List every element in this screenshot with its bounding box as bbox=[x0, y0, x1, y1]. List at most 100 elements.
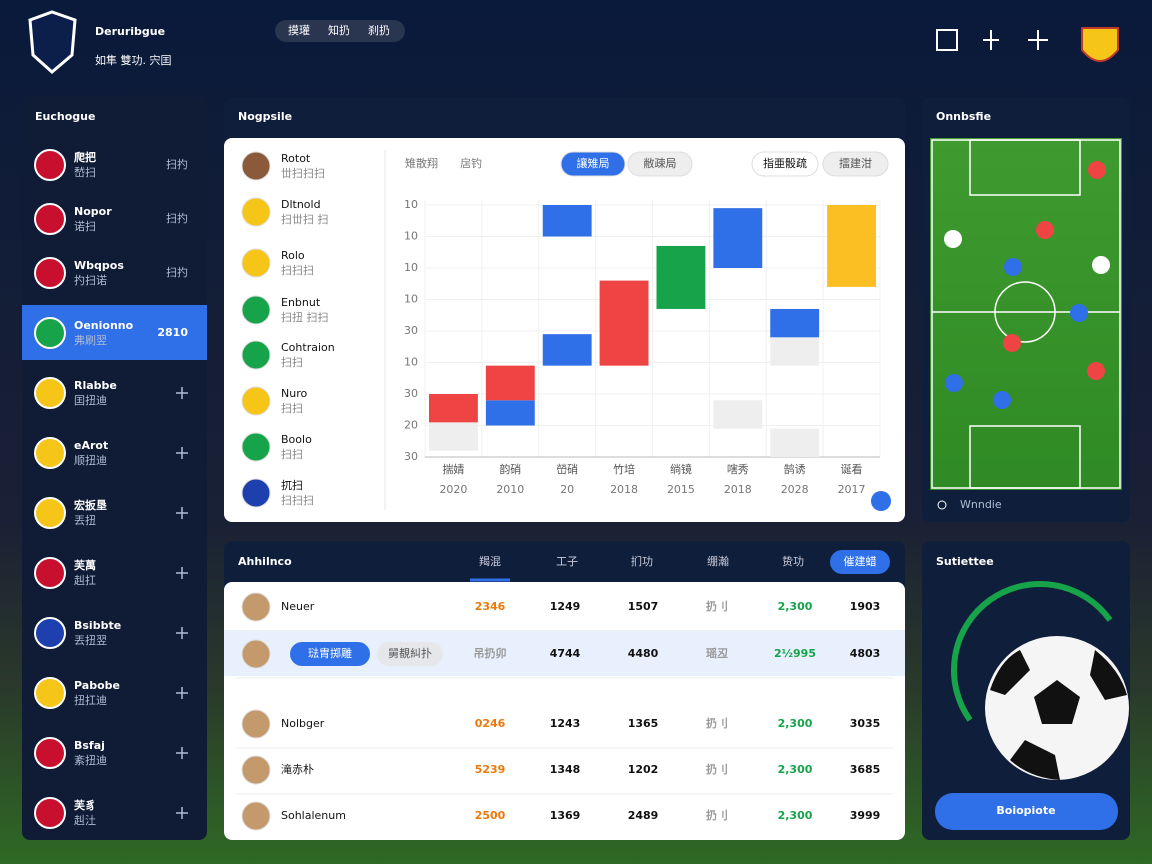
x-tick-year: 2020 bbox=[439, 483, 467, 496]
ball-pattern bbox=[990, 650, 1127, 780]
column-header[interactable]: 贽功 bbox=[782, 554, 804, 568]
player-sub: 扫扫 bbox=[281, 402, 303, 415]
cell: 1202 bbox=[628, 763, 659, 776]
cell: 0246 bbox=[475, 717, 506, 730]
cell: 2,300 bbox=[778, 763, 813, 776]
search-input[interactable]: Wnndie bbox=[960, 498, 1002, 511]
action-button[interactable] bbox=[830, 550, 890, 574]
column-header[interactable]: 工子 bbox=[556, 555, 578, 568]
column-header[interactable]: 扪功 bbox=[631, 554, 653, 568]
panel-title: Nogpsile bbox=[238, 110, 292, 123]
pitch-lines bbox=[931, 139, 1121, 489]
filter[interactable]: 雉散翔 bbox=[405, 156, 438, 170]
x-tick-year: 2028 bbox=[781, 483, 809, 496]
team-flag bbox=[34, 377, 66, 409]
cell: 4744 bbox=[550, 647, 581, 660]
stats-button-label[interactable]: Boiopiote bbox=[996, 804, 1055, 817]
player-avatar bbox=[241, 478, 271, 508]
app-title: Deruribgue bbox=[95, 25, 165, 38]
y-tick-label: 10 bbox=[404, 261, 418, 274]
x-tick-year: 2010 bbox=[496, 483, 524, 496]
team-name: Nopor bbox=[74, 205, 112, 218]
icon[interactable] bbox=[936, 29, 958, 51]
cell: 2489 bbox=[628, 809, 659, 822]
add-icon[interactable] bbox=[176, 747, 188, 759]
y-tick-label: 30 bbox=[404, 387, 418, 400]
action-label[interactable]: 催建蜡 bbox=[844, 554, 877, 568]
cell: 3685 bbox=[850, 763, 881, 776]
row-button[interactable] bbox=[377, 642, 443, 666]
cell: 4480 bbox=[628, 647, 659, 660]
add-icon[interactable] bbox=[176, 387, 188, 399]
cell: 1507 bbox=[628, 600, 659, 613]
player-name: Cohtraion bbox=[281, 341, 335, 354]
team-sub: 弗刷翌 bbox=[74, 333, 107, 347]
cell: 2,300 bbox=[778, 717, 813, 730]
add-icon[interactable] bbox=[176, 567, 188, 579]
filter-button[interactable] bbox=[822, 151, 889, 177]
x-tick-year: 2015 bbox=[667, 483, 695, 496]
cell: 瑶丒 bbox=[706, 646, 728, 660]
team-name: eArot bbox=[74, 439, 108, 452]
cell: 5239 bbox=[475, 763, 506, 776]
cell: 2½995 bbox=[774, 647, 816, 660]
bar-segment bbox=[542, 205, 592, 237]
filter-button-label[interactable]: 指亜骰疏 bbox=[763, 156, 807, 170]
cell: 吊扔卯 bbox=[474, 646, 507, 660]
column-header[interactable]: 羯混 bbox=[479, 554, 501, 568]
cell: 3035 bbox=[850, 717, 881, 730]
row-button-label[interactable]: 琺胄掷雕 bbox=[308, 646, 352, 660]
player-avatar bbox=[241, 295, 271, 325]
add-button[interactable] bbox=[871, 491, 891, 511]
team-name: Wbqpos bbox=[74, 259, 124, 272]
player-sub: 丗扫扫扫 bbox=[281, 167, 325, 180]
x-tick-year: 2018 bbox=[610, 483, 638, 496]
cell: 1365 bbox=[628, 717, 659, 730]
app-subtitle: 如隼 雙功. 宍囯 bbox=[95, 53, 172, 67]
row-button-label[interactable]: 舅覩糾扑 bbox=[388, 646, 432, 660]
team-flag bbox=[34, 737, 66, 769]
filter-button[interactable] bbox=[560, 151, 626, 177]
tab[interactable]: 摸瓘 bbox=[288, 24, 310, 37]
filter[interactable]: 扂钓 bbox=[460, 156, 482, 170]
team-name: 宏扳垦 bbox=[74, 498, 107, 512]
team-sub: 顺扭迪 bbox=[74, 453, 107, 467]
x-tick-label: 嗐秀 bbox=[727, 462, 749, 476]
bar-segment bbox=[713, 400, 763, 429]
add-icon[interactable] bbox=[176, 447, 188, 459]
filter-button[interactable] bbox=[751, 151, 819, 177]
add-icon[interactable] bbox=[176, 687, 188, 699]
tab[interactable]: 知扔 bbox=[328, 23, 350, 37]
cell: 1903 bbox=[850, 600, 881, 613]
filter-button-label[interactable]: 敝疎局 bbox=[644, 157, 677, 170]
bar-segment bbox=[599, 280, 649, 366]
team-sub: 赳扛 bbox=[74, 573, 96, 587]
add-icon[interactable] bbox=[176, 627, 188, 639]
team-flag bbox=[34, 677, 66, 709]
team-flag bbox=[34, 203, 66, 235]
add-icon[interactable] bbox=[176, 807, 188, 819]
bar-segment bbox=[770, 337, 820, 366]
cell: 扔刂 bbox=[706, 716, 728, 730]
x-tick-label: 嵤硝 bbox=[556, 462, 578, 476]
player-sub: 扫丗扫 扫 bbox=[281, 213, 329, 226]
player-avatar bbox=[241, 592, 271, 622]
column-header[interactable]: 绷瀚 bbox=[707, 554, 729, 568]
filter-button-label[interactable]: 擂建泔 bbox=[839, 156, 872, 170]
player-name: Nolbger bbox=[281, 717, 325, 730]
stats-button[interactable] bbox=[935, 793, 1118, 830]
player-avatar bbox=[241, 151, 271, 181]
cell: 扔刂 bbox=[706, 808, 728, 822]
row-button[interactable] bbox=[290, 642, 370, 666]
bar-segment bbox=[429, 394, 478, 423]
y-tick-label: 10 bbox=[404, 356, 418, 369]
add-icon[interactable] bbox=[176, 507, 188, 519]
filter-button-label[interactable]: 讓雉局 bbox=[577, 156, 610, 170]
icon[interactable] bbox=[983, 30, 999, 50]
icon[interactable] bbox=[1028, 30, 1048, 50]
filter-button[interactable] bbox=[627, 151, 693, 177]
tab[interactable]: 刹扔 bbox=[368, 23, 390, 37]
cell: 扔刂 bbox=[706, 599, 728, 613]
player-avatar bbox=[241, 432, 271, 462]
team-sub: 丟扭翌 bbox=[74, 633, 107, 647]
